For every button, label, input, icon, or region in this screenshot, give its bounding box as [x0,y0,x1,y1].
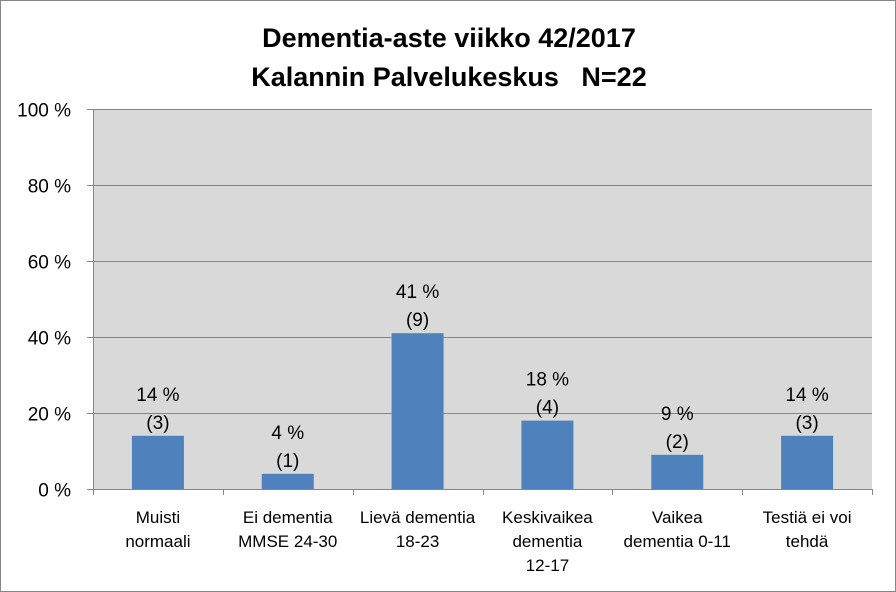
x-category-label: 12-17 [526,556,569,575]
x-category-label: dementia [512,532,582,551]
x-category-label: normaali [125,532,190,551]
plot-area [93,109,872,489]
data-label-percent: 14 % [785,385,828,406]
bar [131,435,184,489]
data-label-percent: 9 % [661,404,694,425]
data-label-percent: 14 % [136,385,179,406]
data-label-percent: 18 % [526,370,569,391]
x-category-label: Lievä dementia [360,508,476,527]
data-label-count: (3) [146,413,169,434]
y-tick-label: 60 % [28,253,71,274]
x-category-label: Ei dementia [243,508,333,527]
y-tick-label: 100 % [17,101,71,122]
x-category-label: Muisti [136,508,180,527]
data-label-count: (4) [536,398,559,419]
bar [781,435,834,489]
data-label-percent: 4 % [271,423,304,444]
bar [391,333,444,489]
x-category-label: Vaikea [652,508,703,527]
bar [521,420,574,489]
x-category-label: dementia 0-11 [624,532,731,551]
y-tick-label: 80 % [28,177,71,198]
data-label-count: (1) [276,451,299,472]
data-label-count: (2) [666,432,689,453]
data-label-count: (3) [795,413,818,434]
x-category-label: MMSE 24-30 [238,532,337,551]
data-label-count: (9) [406,310,429,331]
x-category-label: Keskivaikea [502,508,593,527]
x-category-label: tehdä [786,532,829,551]
y-tick-label: 0 % [38,481,71,502]
data-label-percent: 41 % [396,282,439,303]
bar [261,473,314,489]
y-tick-label: 20 % [28,405,71,426]
y-tick-label: 40 % [28,329,71,350]
bar [651,454,704,489]
chart-title: Dementia-aste viikko 42/2017 [262,23,636,53]
x-category-label: 18-23 [396,532,439,551]
x-category-label: Testiä ei voi [763,508,852,527]
chart-subtitle: Kalannin Palvelukeskus N=22 [251,62,647,92]
